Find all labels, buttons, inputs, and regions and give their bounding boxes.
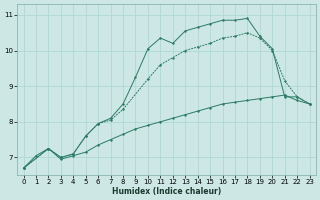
X-axis label: Humidex (Indice chaleur): Humidex (Indice chaleur) [112,187,221,196]
